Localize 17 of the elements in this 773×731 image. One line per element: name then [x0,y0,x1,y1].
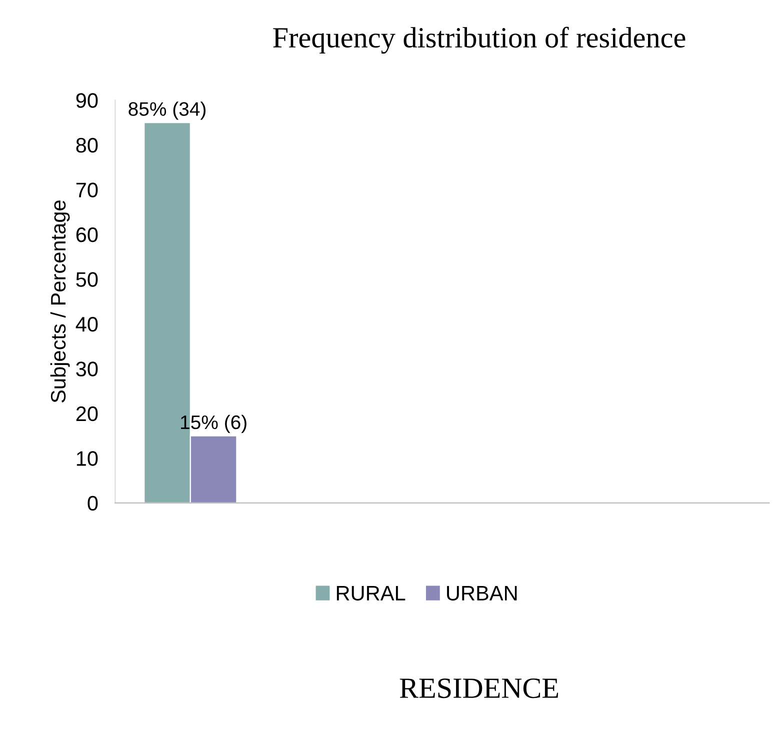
y-tick-label: 10 [76,451,98,466]
y-tick-label: 0 [88,496,98,511]
y-tick-label: 50 [76,272,98,287]
legend-label: URBAN [447,586,517,601]
y-tick-label: 40 [76,316,98,332]
data-label: 15% (6) [181,414,246,434]
text: RESIDENCE [400,678,558,698]
y-tick-label: 90 [76,93,98,108]
y-tick-label: 60 [76,227,98,242]
y-axis-title: Subjects / Percentage [50,200,70,402]
chart-title: Frequency distribution of residence [273,26,686,54]
y-tick-label: 20 [76,406,98,422]
y-tick-label: 30 [76,362,98,376]
data-label: 85% (34) [128,102,206,120]
legend-label: RURAL [336,586,406,601]
y-tick-label: 70 [76,182,98,198]
y-tick-label: 80 [76,138,98,153]
